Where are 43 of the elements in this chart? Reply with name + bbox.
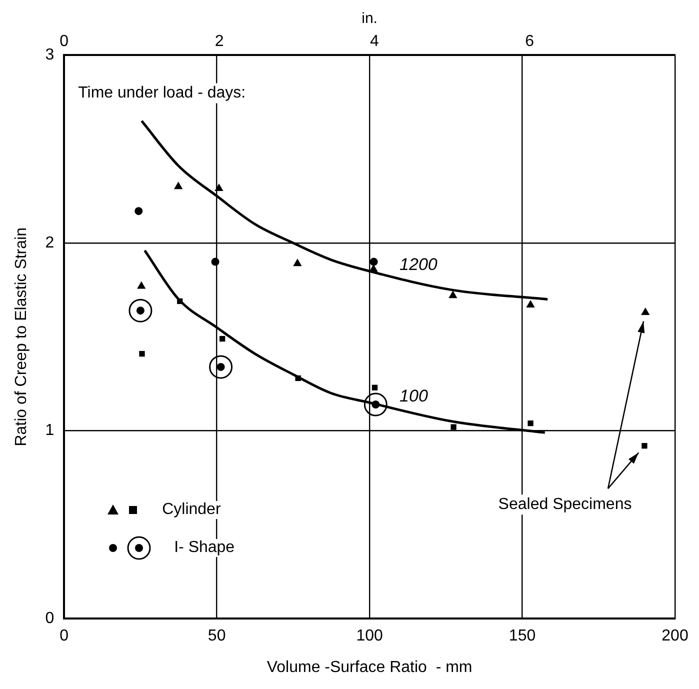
- point: [641, 307, 650, 315]
- point: [364, 392, 388, 416]
- point: [450, 424, 456, 430]
- point: [448, 290, 458, 298]
- point: [528, 420, 534, 426]
- point: [370, 258, 378, 266]
- point: [209, 355, 233, 379]
- x-tick-label: 50: [208, 628, 226, 645]
- x-tick-label: 100: [356, 628, 383, 645]
- point: [128, 298, 152, 322]
- point: [219, 336, 226, 342]
- x2-tick-label: 0: [60, 33, 69, 50]
- point: [295, 375, 301, 382]
- point: [293, 258, 302, 266]
- y-tick-label: 1: [45, 422, 54, 440]
- point: [526, 300, 535, 308]
- point: [372, 384, 378, 390]
- series-label: 100: [400, 386, 428, 406]
- x2-tick-label: 2: [214, 33, 224, 50]
- y-tick-label: 0: [45, 610, 54, 628]
- point: [211, 258, 220, 266]
- x2-tick-label: 6: [525, 33, 534, 50]
- annotation: Time under load - days:: [78, 84, 246, 102]
- x2-tick-label: 4: [370, 33, 379, 50]
- point: [177, 298, 183, 304]
- annotation: Sealed Specimens: [498, 496, 632, 514]
- x2-axis-title: in.: [362, 10, 378, 28]
- x-tick-label: 0: [60, 628, 69, 645]
- x-tick-label: 200: [662, 628, 688, 645]
- point: [139, 350, 145, 357]
- point: [137, 281, 146, 289]
- y-tick-label: 2: [45, 234, 54, 252]
- point: [174, 182, 183, 190]
- x-axis-title: Volume -Surface Ratio - mm: [266, 658, 472, 676]
- series-label: 1200: [400, 254, 438, 274]
- point: [642, 442, 648, 449]
- y-tick-label: 3: [45, 46, 54, 64]
- point: [134, 207, 143, 216]
- legend-label: Cylinder: [160, 500, 223, 519]
- legend-label: I- Shape: [172, 538, 237, 557]
- x-tick-label: 150: [508, 628, 536, 645]
- point: [214, 184, 224, 192]
- y-axis-title: Ratio of Creep to Elastic Strain: [13, 228, 30, 446]
